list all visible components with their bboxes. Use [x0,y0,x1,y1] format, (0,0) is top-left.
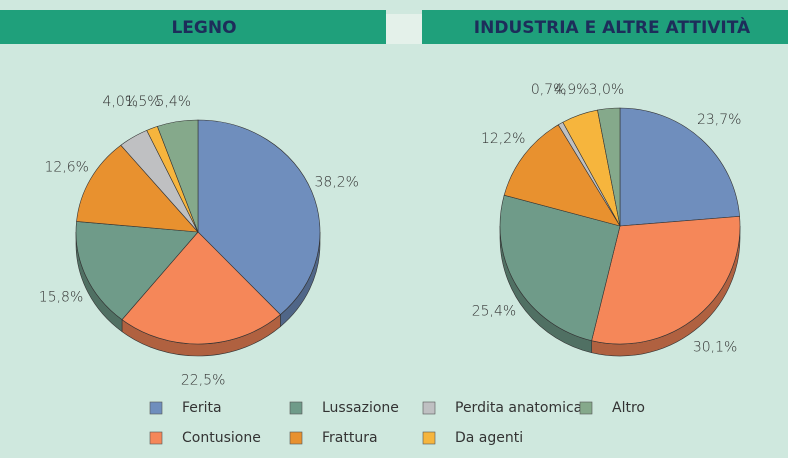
header-bar [0,10,386,44]
legend-swatch [289,431,303,445]
pie-slice [76,144,199,233]
pie-slice [503,124,621,227]
data-label: 12,6% [44,160,88,176]
legend-swatch [149,401,163,415]
pie-slice [499,194,621,342]
data-label: 4,9% [554,82,590,98]
header-gap [386,14,422,44]
header-bar [422,10,788,44]
data-label: 15,8% [39,289,83,305]
legend-label: Frattura [322,430,378,446]
data-label: 22,5% [181,373,225,389]
data-label: 30,1% [693,339,737,355]
pie-slice [75,221,199,321]
pie-slice [197,119,321,316]
data-label: 5,4% [155,94,191,110]
legend-label: Ferita [182,400,222,416]
pie-slice [121,231,281,345]
data-label: 25,4% [472,303,516,319]
data-label: 4,0% [103,94,139,110]
pie-slice [597,107,621,227]
legend-label: Altro [612,400,645,416]
data-label: 12,2% [481,131,525,147]
data-label: 3,0% [589,82,625,98]
data-label: 1,5% [125,94,161,110]
legend-swatch [422,401,436,415]
chart-title: INDUSTRIA E ALTRE ATTIVITÀ [474,16,751,38]
legend-label: Da agenti [455,430,523,446]
pie-slice [591,216,741,345]
legend-swatch [579,401,593,415]
data-label: 23,7% [697,112,741,128]
legend-label: Lussazione [322,400,399,416]
pie-slice [619,107,740,227]
pie-slice [157,119,199,233]
chart-title: LEGNO [171,18,236,38]
legend-swatch [149,431,163,445]
legend-label: Contusione [182,430,261,446]
data-label: 38,2% [314,174,358,190]
legend-label: Perdita anatomica [455,400,582,416]
data-label: 0,7% [531,82,567,98]
legend-swatch [422,431,436,445]
legend-swatch [289,401,303,415]
